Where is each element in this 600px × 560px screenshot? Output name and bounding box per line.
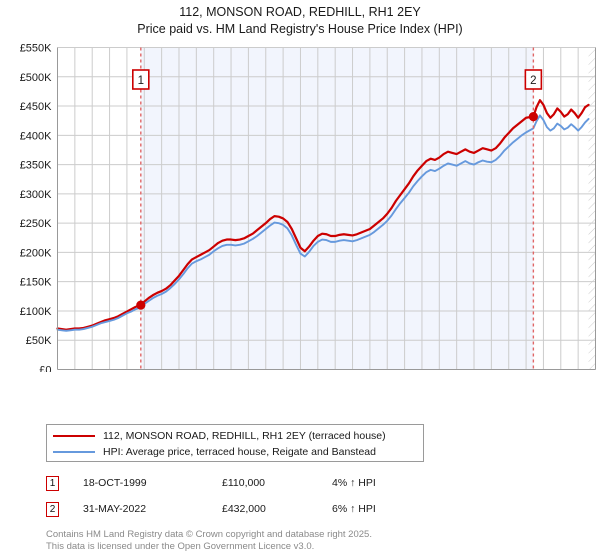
transaction-price-1: £110,000 xyxy=(222,477,266,489)
legend-swatch-property xyxy=(53,435,95,437)
svg-text:£250K: £250K xyxy=(20,218,52,230)
price-history-chart: 1995199619971998199920002001200220032004… xyxy=(0,42,600,372)
svg-text:£500K: £500K xyxy=(20,72,52,84)
svg-text:£450K: £450K xyxy=(20,101,52,113)
svg-text:£50K: £50K xyxy=(26,335,52,347)
svg-text:£400K: £400K xyxy=(20,130,52,142)
transaction-hpi-delta-1: 4% ↑ HPI xyxy=(332,477,376,489)
svg-text:2: 2 xyxy=(530,75,536,87)
transaction-date-1: 18-OCT-1999 xyxy=(83,477,147,489)
svg-text:£350K: £350K xyxy=(20,160,52,172)
footer-line-2: This data is licensed under the Open Gov… xyxy=(46,540,315,552)
legend-label-hpi: HPI: Average price, terraced house, Reig… xyxy=(103,446,376,458)
transaction-badge-1: 1 xyxy=(46,475,59,491)
transaction-badge-2: 2 xyxy=(46,501,59,517)
svg-text:£150K: £150K xyxy=(20,277,52,289)
svg-text:£550K: £550K xyxy=(20,43,52,55)
copyright-footer: Contains HM Land Registry data © Crown c… xyxy=(46,529,586,552)
legend-label-property: 112, MONSON ROAD, REDHILL, RH1 2EY (terr… xyxy=(103,430,386,442)
chart-titles: 112, MONSON ROAD, REDHILL, RH1 2EY Price… xyxy=(0,4,600,38)
footer-line-1: Contains HM Land Registry data © Crown c… xyxy=(46,529,372,540)
svg-text:£200K: £200K xyxy=(20,247,52,259)
legend-swatch-hpi xyxy=(53,451,95,453)
page-subtitle: Price paid vs. HM Land Registry's House … xyxy=(137,22,463,36)
chart-legend: 112, MONSON ROAD, REDHILL, RH1 2EY (terr… xyxy=(46,424,424,462)
transaction-price-2: £432,000 xyxy=(222,503,266,515)
svg-text:1: 1 xyxy=(138,75,144,87)
legend-item-property: 112, MONSON ROAD, REDHILL, RH1 2EY (terr… xyxy=(53,428,417,444)
svg-text:£100K: £100K xyxy=(20,306,52,318)
svg-text:£300K: £300K xyxy=(20,189,52,201)
svg-text:£0: £0 xyxy=(39,365,51,373)
transaction-hpi-delta-2: 6% ↑ HPI xyxy=(332,503,376,515)
table-row[interactable]: 2 31-MAY-2022 £432,000 6% ↑ HPI xyxy=(46,496,466,522)
legend-item-hpi: HPI: Average price, terraced house, Reig… xyxy=(53,444,417,460)
chart-canvas: 1995199619971998199920002001200220032004… xyxy=(20,43,596,373)
table-row[interactable]: 1 18-OCT-1999 £110,000 4% ↑ HPI xyxy=(46,470,466,496)
transactions-table: 1 18-OCT-1999 £110,000 4% ↑ HPI 2 31-MAY… xyxy=(46,470,466,522)
transaction-date-2: 31-MAY-2022 xyxy=(83,503,147,515)
page-title: 112, MONSON ROAD, REDHILL, RH1 2EY xyxy=(179,5,421,19)
